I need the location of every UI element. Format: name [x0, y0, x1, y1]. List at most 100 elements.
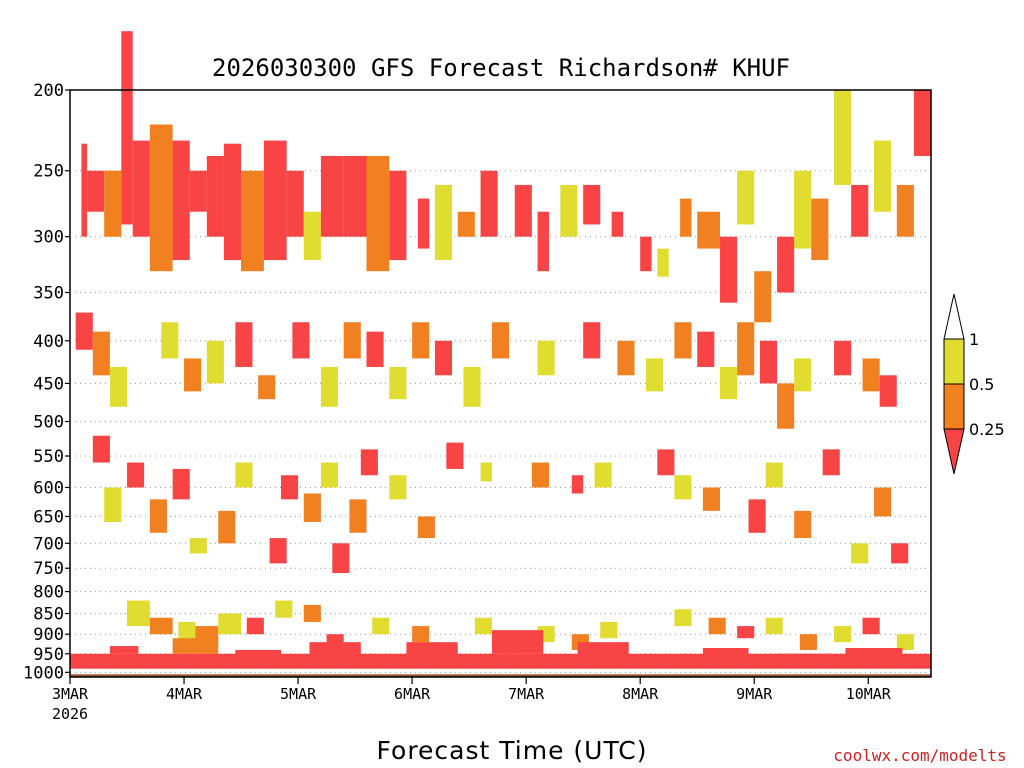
heatmap-cell: [389, 475, 407, 500]
heatmap-cell: [87, 170, 105, 212]
heatmap-cell: [583, 322, 601, 359]
heatmap-cell: [845, 648, 903, 658]
heatmap-cell: [292, 322, 310, 359]
heatmap-cell: [457, 211, 475, 237]
heatmap-cell: [263, 140, 287, 261]
y-tick-550: 550: [33, 447, 64, 467]
heatmap-cell: [674, 322, 692, 359]
heatmap-cell: [184, 358, 202, 392]
heatmap-cell: [434, 184, 453, 261]
y-tick-600: 600: [33, 478, 64, 498]
heatmap-cell: [372, 617, 390, 635]
heatmap-cell: [235, 649, 281, 666]
heatmap-cell: [104, 170, 122, 237]
heatmap-cell: [697, 211, 721, 249]
heatmap-cell: [480, 462, 492, 482]
heatmap-cell: [92, 331, 110, 376]
heatmap-cell: [241, 170, 264, 272]
heatmap-cell: [235, 462, 253, 488]
heatmap-cell: [748, 499, 766, 533]
heatmap-cell: [286, 170, 304, 237]
heatmap-cell: [851, 543, 869, 564]
y-tick-300: 300: [33, 228, 64, 248]
y-tick-900: 900: [33, 625, 64, 645]
x-axis-label: Forecast Time (UTC): [377, 736, 648, 765]
x-start-year: 2026: [52, 705, 88, 723]
y-tick-950: 950: [33, 645, 64, 665]
y-axis: 200 250 300 350 400 450 500 550 600 650 700 750 8008…: [23, 81, 70, 683]
heatmap-cell: [81, 143, 88, 237]
credit-link[interactable]: coolwx.com/modelts: [833, 746, 1006, 765]
heatmap-cell: [834, 626, 852, 643]
heatmap-cell: [366, 155, 390, 272]
heatmap-cell: [303, 211, 321, 261]
heatmap-cell: [75, 312, 93, 350]
y-tick-500: 500: [33, 413, 64, 433]
heatmap-cell: [913, 90, 931, 156]
heatmap-cell: [280, 475, 299, 500]
heatmap-cell: [149, 617, 173, 635]
heatmap-cell: [799, 634, 817, 650]
x-tick-4MAR: 4MAR: [166, 685, 203, 703]
heatmap-cell: [474, 617, 492, 635]
heatmap-cell: [537, 211, 549, 272]
heatmap-cell: [617, 340, 635, 376]
heatmap-cell: [794, 510, 812, 539]
heatmap-cell: [720, 366, 738, 400]
heatmap-cell: [104, 487, 122, 522]
heatmap-cell: [583, 184, 601, 225]
heatmap-cell: [822, 449, 840, 476]
y-tick-700: 700: [33, 534, 64, 554]
heatmap-cell: [275, 600, 293, 618]
heatmap-cell: [332, 543, 350, 574]
heatmap-cell: [640, 236, 652, 272]
heatmap-cell: [531, 462, 549, 488]
heatmap-cell: [389, 170, 407, 261]
heatmap-cell: [178, 621, 196, 643]
heatmap-cell: [189, 538, 207, 554]
x-tick-7MAR: 7MAR: [508, 685, 545, 703]
heatmap-cell: [702, 487, 721, 511]
heatmap-cell: [360, 449, 378, 476]
x-tick-8MAR: 8MAR: [622, 685, 659, 703]
heatmap-cell: [417, 516, 435, 539]
heatmap-cell: [737, 322, 755, 376]
heatmap-cell: [873, 487, 892, 517]
heatmap-cell: [765, 617, 783, 635]
heatmap-cell: [571, 475, 584, 494]
heatmap-cell: [343, 155, 367, 237]
heatmap-cell: [406, 642, 458, 658]
y-tick-450: 450: [33, 374, 64, 394]
heatmap-cell: [657, 248, 669, 277]
x-tick-9MAR: 9MAR: [736, 685, 773, 703]
heatmap-cell: [896, 634, 914, 650]
heatmap-cell: [702, 648, 749, 658]
heatmap-cell: [121, 31, 133, 225]
colorbar-red-arrow: [943, 428, 965, 475]
colorbar-orange: [943, 383, 965, 430]
y-tick-1000: 1000: [23, 663, 64, 683]
heatmap-cell: [560, 184, 578, 237]
heatmap-cell: [92, 435, 110, 463]
y-tick-200: 200: [33, 81, 64, 101]
heatmap-cell: [834, 340, 852, 376]
heatmap-cell: [759, 340, 778, 384]
heatmap-cell: [161, 322, 179, 359]
heatmap-cell: [811, 198, 829, 261]
heatmap-cell: [491, 322, 510, 359]
heatmap-cell: [491, 630, 544, 654]
y-tick-850: 850: [33, 605, 64, 625]
heatmap-cell: [594, 462, 612, 488]
heatmap-cell: [480, 170, 498, 237]
y-tick-250: 250: [33, 162, 64, 182]
heatmap-cell: [303, 604, 321, 622]
heatmap-cell: [326, 634, 344, 647]
heatmap-cell: [206, 155, 224, 237]
heatmap-cells: [70, 31, 931, 669]
heatmap-cell: [765, 462, 783, 488]
heatmap-cell: [794, 170, 812, 249]
heatmap-cell: [246, 617, 264, 635]
heatmap-cell: [309, 642, 361, 658]
x-tick-10MAR: 10MAR: [846, 685, 892, 703]
